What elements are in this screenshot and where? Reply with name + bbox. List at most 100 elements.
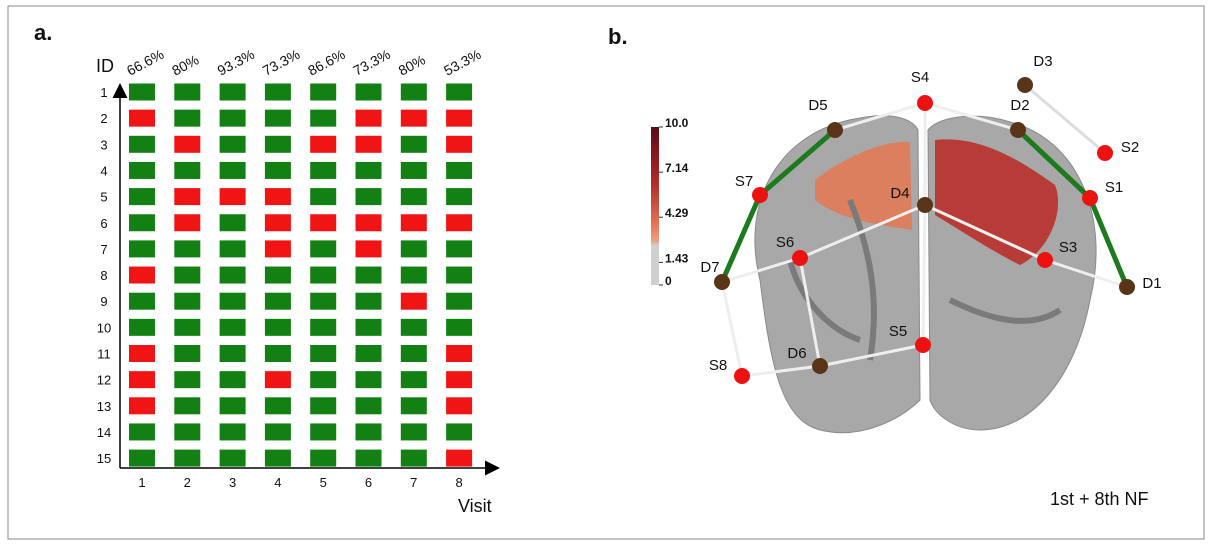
cell (174, 292, 201, 310)
cell (310, 397, 337, 415)
percentage-label: 53.3% (441, 46, 484, 79)
cell (400, 135, 427, 153)
channel (921, 204, 927, 346)
id-label: 5 (100, 190, 107, 205)
cell (446, 266, 473, 284)
optode-label: D6 (787, 345, 806, 362)
colorbar-label: 0 (665, 274, 672, 288)
cell (400, 83, 427, 101)
percentage-label: 73.3% (350, 46, 393, 79)
cell (174, 397, 201, 415)
cell (219, 397, 246, 415)
cell (129, 83, 155, 101)
cell (219, 83, 246, 101)
visit-label: 2 (184, 475, 191, 490)
optode-label: S6 (776, 234, 794, 251)
cell (264, 214, 291, 232)
cell (355, 161, 382, 179)
colorbar-label: 4.29 (665, 206, 689, 220)
id-label: 4 (100, 163, 107, 178)
cell (219, 423, 246, 441)
cell (446, 345, 473, 362)
cell (400, 345, 427, 362)
visit-label: 3 (229, 475, 236, 490)
cell (310, 266, 337, 284)
channel (1016, 128, 1092, 200)
cell (174, 188, 201, 206)
optode (1082, 190, 1098, 206)
id-label: 15 (97, 451, 111, 466)
cell (174, 214, 201, 232)
panel-label: b. (608, 24, 628, 49)
cell (446, 397, 473, 415)
cell (264, 188, 291, 206)
cell (355, 345, 382, 362)
cell (400, 240, 427, 258)
cell (129, 292, 155, 310)
colorbar (651, 127, 659, 285)
cell (355, 188, 382, 206)
cell (310, 318, 337, 336)
cell (264, 83, 291, 101)
channel (834, 101, 926, 132)
cell (400, 188, 427, 206)
optode-label: S2 (1121, 139, 1139, 156)
cell (264, 266, 291, 284)
cell (264, 161, 291, 179)
caption: 1st + 8th NF (1050, 489, 1149, 509)
cell (310, 345, 337, 362)
visit-label: 1 (138, 475, 145, 490)
cell (355, 83, 382, 101)
cell (400, 214, 427, 232)
visit-label: 6 (365, 475, 372, 490)
cell (219, 292, 246, 310)
channel (741, 364, 821, 378)
optode-layer: 10.0 7.14 4.29 1.43 0 S4 D5 D2 D3 S2 S7 S1 D4 S6 S3 D7 D… (659, 53, 1162, 384)
cell (129, 449, 155, 467)
cell (219, 345, 246, 362)
cell (264, 449, 291, 467)
cell (264, 345, 291, 362)
percentage-label: 80% (396, 51, 428, 78)
cell (264, 371, 291, 389)
optode-label: S7 (735, 173, 753, 190)
cell (219, 371, 246, 389)
optode (1010, 122, 1026, 138)
optode (1037, 252, 1053, 268)
cell (264, 135, 291, 153)
id-label: 6 (100, 216, 107, 231)
optode-label: D2 (1010, 97, 1029, 114)
id-label: 8 (100, 268, 107, 283)
optode (752, 187, 768, 203)
cell (174, 266, 201, 284)
cell (174, 318, 201, 336)
cell (446, 371, 473, 389)
cell (400, 423, 427, 441)
optode (792, 250, 808, 266)
visit-label: 8 (455, 475, 462, 490)
cell (174, 423, 201, 441)
cell (129, 188, 155, 206)
visit-label: 5 (320, 475, 327, 490)
id-label: 1 (100, 85, 107, 100)
cell (355, 397, 382, 415)
optode (1097, 145, 1113, 161)
channel (819, 343, 924, 368)
optode (1119, 279, 1135, 295)
cell (219, 318, 246, 336)
optode (917, 95, 933, 111)
cell (310, 214, 337, 232)
cell (174, 109, 201, 127)
cell (129, 240, 155, 258)
id-label: 13 (97, 399, 111, 414)
cell (129, 397, 155, 415)
cell (219, 449, 246, 467)
optode (812, 358, 828, 374)
visit-label: 4 (274, 475, 281, 490)
optode-label: D5 (808, 97, 827, 114)
optode-label: D7 (700, 259, 719, 276)
cell (219, 161, 246, 179)
cell (129, 318, 155, 336)
cell (355, 214, 382, 232)
channel (1044, 258, 1128, 289)
